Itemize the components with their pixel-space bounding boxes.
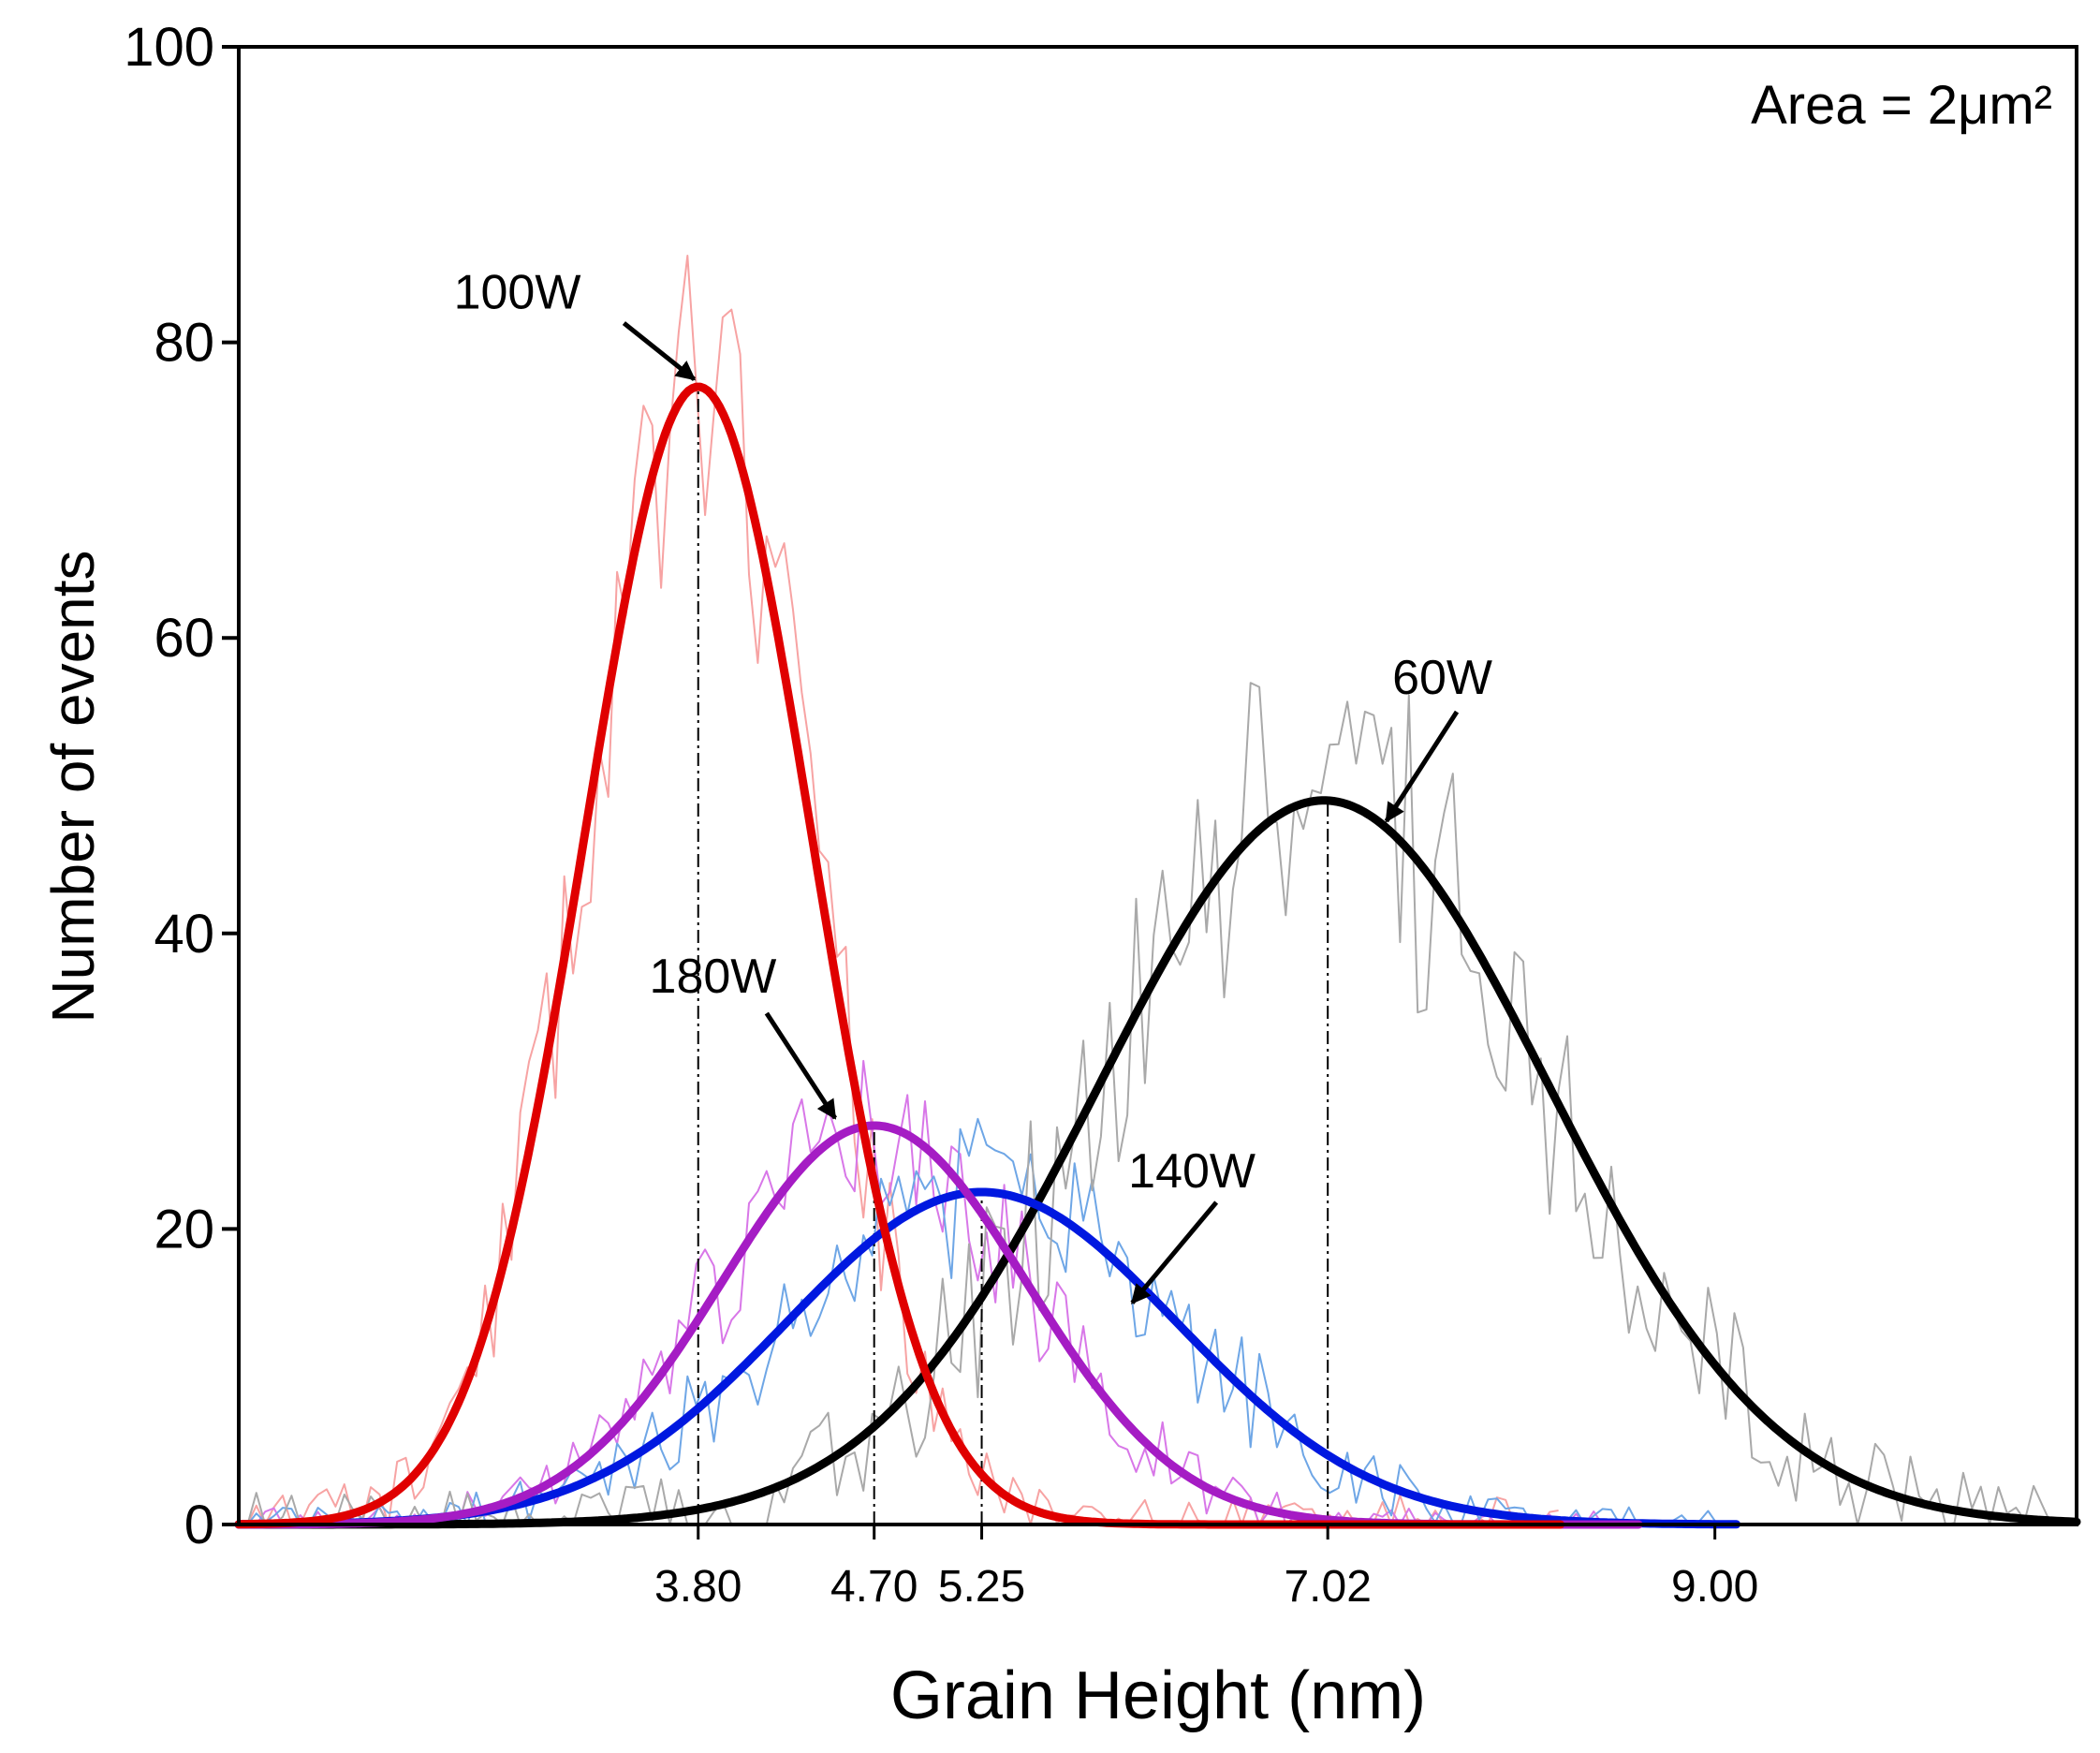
raw-trace-140W <box>239 1117 1735 1525</box>
series-label-60W: 60W <box>1392 651 1492 705</box>
series-label-140W: 140W <box>1128 1144 1256 1199</box>
x-tick-label-9.00: 9.00 <box>1671 1562 1758 1612</box>
plot-frame <box>237 45 2078 1526</box>
area-label: Area = 2μm² <box>1751 75 2052 136</box>
y-tick-label-80: 80 <box>154 313 214 374</box>
y-tick-label-60: 60 <box>154 608 214 669</box>
arrow-60W <box>1384 710 1460 823</box>
series-label-180W: 180W <box>650 950 777 1004</box>
arrow-140W <box>1130 1201 1219 1304</box>
fit-curves-layer <box>234 382 2081 1529</box>
raw-trace-100W <box>239 255 1559 1525</box>
y-axis-title: Number of events <box>39 550 107 1023</box>
y-tick-label-0: 0 <box>184 1495 214 1555</box>
x-axis-title: Grain Height (nm) <box>890 1658 1426 1733</box>
raw-trace-60W <box>239 682 2069 1525</box>
series-annotations: 100W 60W 180W 140W <box>454 265 1492 1304</box>
series-label-100W: 100W <box>454 265 581 319</box>
arrow-100W <box>622 321 697 382</box>
y-tick-label-20: 20 <box>154 1199 214 1260</box>
raw-data-layer <box>239 255 2069 1525</box>
fit-curve-100W <box>234 382 1565 1529</box>
x-axis: 3.80 4.70 5.25 7.02 9.00 <box>654 1525 1758 1612</box>
raw-trace-180W <box>239 1059 1629 1525</box>
x-tick-label-7.02: 7.02 <box>1284 1562 1371 1612</box>
y-axis: 0 20 40 60 80 100 <box>124 17 239 1555</box>
arrow-180W <box>764 1011 838 1120</box>
peak-guide-lines <box>697 386 1329 1525</box>
x-tick-label-5.25: 5.25 <box>938 1562 1025 1612</box>
y-tick-label-40: 40 <box>154 904 214 965</box>
y-tick-label-100: 100 <box>124 17 214 78</box>
x-tick-label-3.80: 3.80 <box>654 1562 742 1612</box>
x-tick-label-4.70: 4.70 <box>830 1562 918 1612</box>
